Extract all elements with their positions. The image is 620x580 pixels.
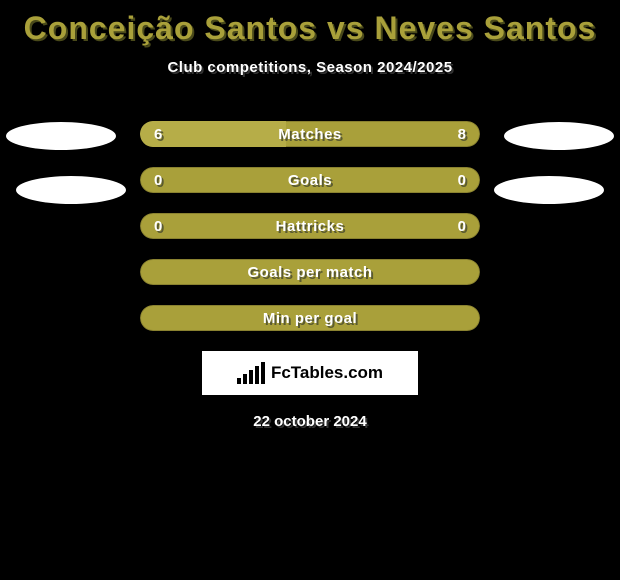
stat-label: Goals per match [140,259,480,285]
player-badge-right [494,176,604,204]
stat-label: Min per goal [140,305,480,331]
watermark-chart-icon [237,362,265,384]
comparison-subtitle: Club competitions, Season 2024/2025 [0,59,620,76]
player-badge-right [504,122,614,150]
stat-label: Goals [140,167,480,193]
watermark: FcTables.com [202,351,418,395]
watermark-text: FcTables.com [271,363,383,383]
comparison-date: 22 october 2024 [0,413,620,430]
comparison-title: Conceição Santos vs Neves Santos [0,0,620,47]
stat-bar-row: 68Matches [140,121,480,147]
stat-label: Hattricks [140,213,480,239]
player-badge-left [16,176,126,204]
stat-bar-row: 00Goals [140,167,480,193]
stat-bar-row: Goals per match [140,259,480,285]
stat-bar-row: Min per goal [140,305,480,331]
stat-label: Matches [140,121,480,147]
stat-bars-area: 68Matches 00Goals 00Hattricks Goals per mat… [0,121,620,331]
stat-bar-row: 00Hattricks [140,213,480,239]
player-badge-left [6,122,116,150]
